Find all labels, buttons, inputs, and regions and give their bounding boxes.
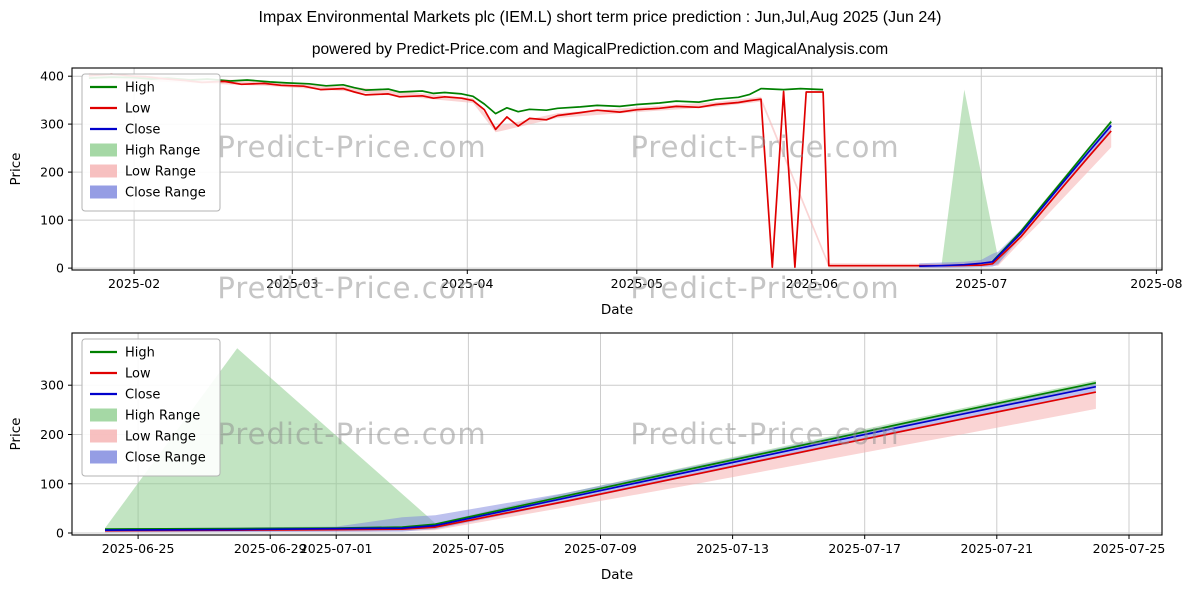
legend-label: High Range — [125, 409, 200, 424]
legend-label: Close — [125, 388, 160, 403]
y-tick-labels: 0 100 200 300 400 — [40, 69, 72, 276]
svg-text:2025-07: 2025-07 — [955, 276, 1007, 291]
svg-text:100: 100 — [40, 213, 64, 228]
series-low — [88, 73, 1112, 268]
svg-text:2025-03: 2025-03 — [266, 276, 318, 291]
svg-text:2025-06-25: 2025-06-25 — [102, 541, 175, 556]
svg-text:2025-07-21: 2025-07-21 — [960, 541, 1033, 556]
legend-label: Close Range — [125, 451, 206, 466]
x-axis-label: Date — [601, 567, 633, 583]
watermark: Predict-Price.com — [217, 417, 486, 451]
x-axis-label: Date — [601, 302, 633, 318]
series-high — [991, 121, 1112, 262]
y-axis-label: Price — [8, 418, 24, 451]
band-low-range — [88, 73, 1112, 268]
legend: High Low Close High Range Low Range Close Ran… — [81, 338, 221, 477]
legend-swatch-low-range — [90, 429, 117, 443]
svg-text:2025-08: 2025-08 — [1130, 276, 1182, 291]
legend-label: Low Range — [125, 165, 196, 180]
series-close — [104, 385, 1097, 531]
svg-text:300: 300 — [40, 378, 64, 393]
svg-text:2025-07-17: 2025-07-17 — [828, 541, 901, 556]
svg-text:2025-02: 2025-02 — [108, 276, 160, 291]
legend-label: Low — [125, 367, 151, 382]
series-close — [919, 125, 1112, 268]
series-high — [88, 76, 824, 115]
svg-text:2025-07-01: 2025-07-01 — [300, 541, 373, 556]
legend-label: Close Range — [125, 186, 206, 201]
legend-label: High — [125, 81, 155, 96]
chart-title: Impax Environmental Markets plc (IEM.L) … — [258, 9, 942, 26]
legend-swatch-close-range — [90, 185, 117, 199]
svg-text:2025-07-05: 2025-07-05 — [432, 541, 505, 556]
svg-text:0: 0 — [56, 261, 64, 276]
svg-text:2025-04: 2025-04 — [441, 276, 493, 291]
legend-label: Low — [125, 102, 151, 117]
svg-text:400: 400 — [40, 69, 64, 84]
svg-text:2025-07-13: 2025-07-13 — [696, 541, 769, 556]
plot-border — [71, 67, 1163, 271]
svg-text:2025-05: 2025-05 — [611, 276, 663, 291]
legend-swatch-high-range — [90, 143, 117, 157]
svg-text:2025-07-25: 2025-07-25 — [1093, 541, 1166, 556]
y-axis-label: Price — [8, 153, 24, 186]
grid — [72, 68, 1162, 270]
legend-label: Low Range — [125, 430, 196, 445]
watermark: Predict-Price.com — [630, 271, 899, 305]
legend-swatch-close-range — [90, 450, 117, 464]
y-tick-labels: 0 100 200 300 — [40, 378, 72, 541]
band-high-range — [105, 348, 1096, 532]
watermark: Predict-Price.com — [217, 130, 486, 164]
legend-label: High Range — [125, 144, 200, 159]
band-high-range — [941, 89, 1112, 267]
svg-text:2025-07-09: 2025-07-09 — [564, 541, 637, 556]
svg-text:300: 300 — [40, 117, 64, 132]
svg-text:200: 200 — [40, 427, 64, 442]
svg-text:100: 100 — [40, 476, 64, 491]
legend-label: High — [125, 346, 155, 361]
svg-text:200: 200 — [40, 165, 64, 180]
watermark: Predict-Price.com — [630, 417, 899, 451]
x-tick-labels: 2025-02 2025-03 2025-04 2025-05 2025-06 2025-… — [108, 270, 1183, 291]
watermark: Predict-Price.com — [630, 130, 899, 164]
svg-text:0: 0 — [56, 526, 64, 541]
legend-swatch-low-range — [90, 164, 117, 178]
watermark: Predict-Price.com — [217, 271, 486, 305]
svg-text:2025-06: 2025-06 — [786, 276, 838, 291]
legend-swatch-high-range — [90, 408, 117, 422]
legend: High Low Close High Range Low Range Close Ran… — [81, 73, 221, 212]
chart-subtitle: powered by Predict-Price.com and Magical… — [311, 41, 889, 58]
daily-price-chart: 0 100 200 300 2025-06-25 2025-06-292025-07-01… — [8, 332, 1166, 583]
legend-label: Close — [125, 123, 160, 138]
svg-text:2025-06-29: 2025-06-29 — [234, 541, 307, 556]
